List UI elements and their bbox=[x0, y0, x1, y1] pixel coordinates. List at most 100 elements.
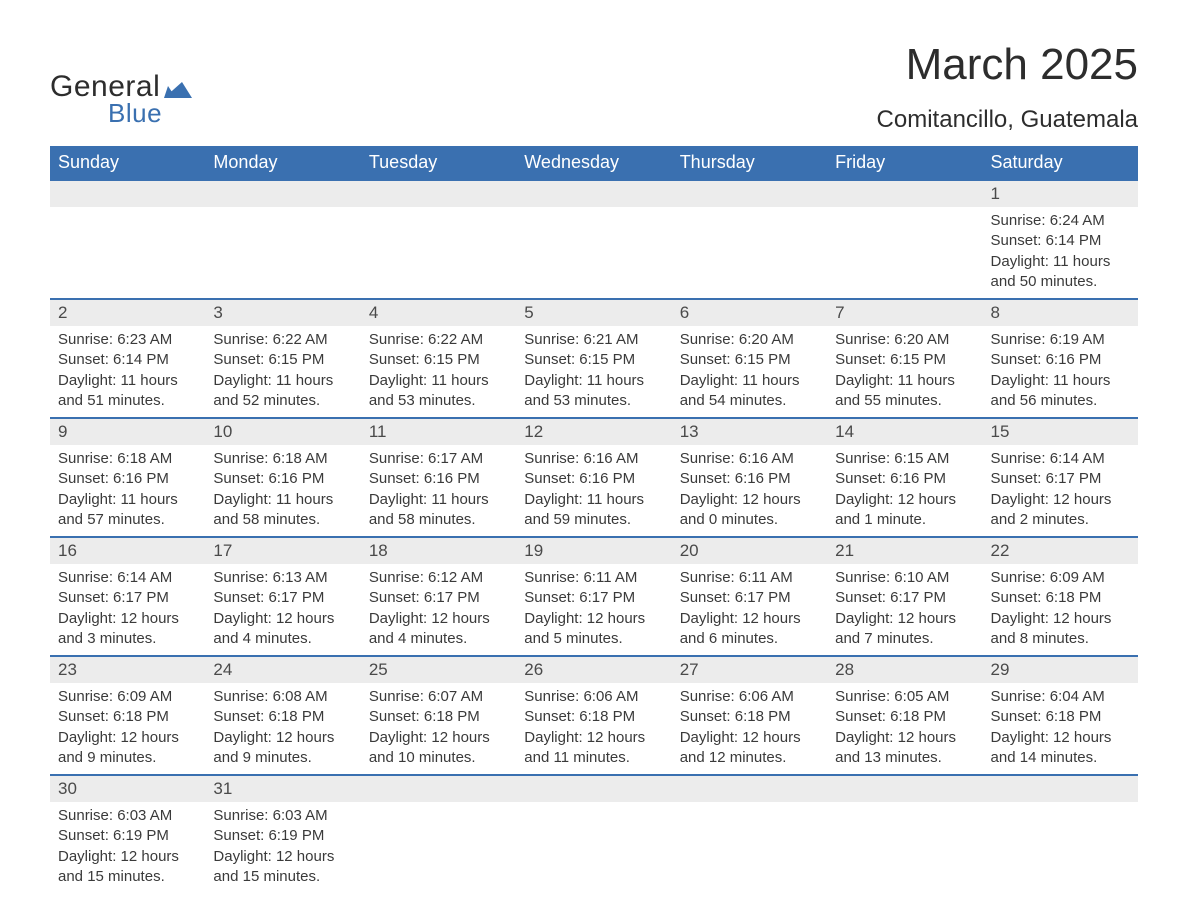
sunset-text: Sunset: 6:18 PM bbox=[58, 707, 197, 727]
daylight-text: Daylight: 12 hours and 14 minutes. bbox=[991, 728, 1130, 769]
sunset-text: Sunset: 6:19 PM bbox=[58, 826, 197, 846]
day-detail-cell: Sunrise: 6:21 AMSunset: 6:15 PMDaylight:… bbox=[516, 326, 671, 418]
day-number-cell: 18 bbox=[361, 537, 516, 564]
sunset-text: Sunset: 6:16 PM bbox=[213, 469, 352, 489]
sunrise-text: Sunrise: 6:09 AM bbox=[58, 687, 197, 707]
day-number-cell: 17 bbox=[205, 537, 360, 564]
sunrise-text: Sunrise: 6:18 AM bbox=[58, 449, 197, 469]
sunrise-text: Sunrise: 6:20 AM bbox=[680, 330, 819, 350]
day-number-cell: 29 bbox=[983, 656, 1138, 683]
day-number-row: 2345678 bbox=[50, 299, 1138, 326]
day-detail-cell bbox=[516, 207, 671, 299]
daylight-text: Daylight: 11 hours and 59 minutes. bbox=[524, 490, 663, 531]
day-number-cell: 27 bbox=[672, 656, 827, 683]
day-number-cell: 19 bbox=[516, 537, 671, 564]
day-detail-cell: Sunrise: 6:14 AMSunset: 6:17 PMDaylight:… bbox=[983, 445, 1138, 537]
sunset-text: Sunset: 6:18 PM bbox=[991, 707, 1130, 727]
day-number-cell: 10 bbox=[205, 418, 360, 445]
sunrise-text: Sunrise: 6:08 AM bbox=[213, 687, 352, 707]
day-number-cell bbox=[516, 180, 671, 207]
day-detail-row: Sunrise: 6:24 AMSunset: 6:14 PMDaylight:… bbox=[50, 207, 1138, 299]
day-number-row: 9101112131415 bbox=[50, 418, 1138, 445]
daylight-text: Daylight: 12 hours and 7 minutes. bbox=[835, 609, 974, 650]
sunrise-text: Sunrise: 6:21 AM bbox=[524, 330, 663, 350]
sunset-text: Sunset: 6:17 PM bbox=[58, 588, 197, 608]
daylight-text: Daylight: 11 hours and 55 minutes. bbox=[835, 371, 974, 412]
sunrise-text: Sunrise: 6:15 AM bbox=[835, 449, 974, 469]
calendar-header-row: SundayMondayTuesdayWednesdayThursdayFrid… bbox=[50, 146, 1138, 180]
weekday-header: Thursday bbox=[672, 146, 827, 180]
day-detail-cell: Sunrise: 6:11 AMSunset: 6:17 PMDaylight:… bbox=[672, 564, 827, 656]
sunset-text: Sunset: 6:18 PM bbox=[213, 707, 352, 727]
day-detail-cell bbox=[361, 207, 516, 299]
day-number-cell: 23 bbox=[50, 656, 205, 683]
sunrise-text: Sunrise: 6:06 AM bbox=[524, 687, 663, 707]
day-detail-cell: Sunrise: 6:24 AMSunset: 6:14 PMDaylight:… bbox=[983, 207, 1138, 299]
sunset-text: Sunset: 6:17 PM bbox=[369, 588, 508, 608]
sunrise-text: Sunrise: 6:18 AM bbox=[213, 449, 352, 469]
day-detail-cell: Sunrise: 6:13 AMSunset: 6:17 PMDaylight:… bbox=[205, 564, 360, 656]
sunrise-text: Sunrise: 6:23 AM bbox=[58, 330, 197, 350]
daylight-text: Daylight: 12 hours and 15 minutes. bbox=[213, 847, 352, 888]
day-detail-cell: Sunrise: 6:11 AMSunset: 6:17 PMDaylight:… bbox=[516, 564, 671, 656]
day-number-cell bbox=[361, 180, 516, 207]
day-detail-cell: Sunrise: 6:16 AMSunset: 6:16 PMDaylight:… bbox=[672, 445, 827, 537]
sunset-text: Sunset: 6:18 PM bbox=[991, 588, 1130, 608]
day-number-cell: 13 bbox=[672, 418, 827, 445]
daylight-text: Daylight: 11 hours and 58 minutes. bbox=[369, 490, 508, 531]
day-number-cell: 30 bbox=[50, 775, 205, 802]
sunset-text: Sunset: 6:15 PM bbox=[524, 350, 663, 370]
day-number-cell: 9 bbox=[50, 418, 205, 445]
daylight-text: Daylight: 12 hours and 11 minutes. bbox=[524, 728, 663, 769]
day-detail-cell: Sunrise: 6:08 AMSunset: 6:18 PMDaylight:… bbox=[205, 683, 360, 775]
day-detail-cell bbox=[361, 802, 516, 893]
daylight-text: Daylight: 12 hours and 12 minutes. bbox=[680, 728, 819, 769]
day-number-cell: 24 bbox=[205, 656, 360, 683]
day-number-cell: 5 bbox=[516, 299, 671, 326]
sunset-text: Sunset: 6:16 PM bbox=[835, 469, 974, 489]
daylight-text: Daylight: 11 hours and 50 minutes. bbox=[991, 252, 1130, 293]
sunrise-text: Sunrise: 6:03 AM bbox=[58, 806, 197, 826]
day-number-cell: 3 bbox=[205, 299, 360, 326]
logo: General Blue bbox=[50, 40, 192, 129]
day-number-cell: 7 bbox=[827, 299, 982, 326]
day-detail-cell: Sunrise: 6:03 AMSunset: 6:19 PMDaylight:… bbox=[50, 802, 205, 893]
day-number-cell bbox=[672, 180, 827, 207]
day-detail-cell bbox=[827, 802, 982, 893]
day-detail-cell: Sunrise: 6:05 AMSunset: 6:18 PMDaylight:… bbox=[827, 683, 982, 775]
day-number-cell: 6 bbox=[672, 299, 827, 326]
day-number-cell: 11 bbox=[361, 418, 516, 445]
title-block: March 2025 Comitancillo, Guatemala bbox=[877, 40, 1138, 134]
sunset-text: Sunset: 6:16 PM bbox=[991, 350, 1130, 370]
day-detail-cell bbox=[50, 207, 205, 299]
daylight-text: Daylight: 11 hours and 52 minutes. bbox=[213, 371, 352, 412]
weekday-header: Tuesday bbox=[361, 146, 516, 180]
sunrise-text: Sunrise: 6:11 AM bbox=[680, 568, 819, 588]
sunset-text: Sunset: 6:18 PM bbox=[680, 707, 819, 727]
daylight-text: Daylight: 12 hours and 5 minutes. bbox=[524, 609, 663, 650]
sunrise-text: Sunrise: 6:17 AM bbox=[369, 449, 508, 469]
sunrise-text: Sunrise: 6:03 AM bbox=[213, 806, 352, 826]
day-number-cell: 14 bbox=[827, 418, 982, 445]
day-detail-cell bbox=[516, 802, 671, 893]
day-detail-cell: Sunrise: 6:06 AMSunset: 6:18 PMDaylight:… bbox=[672, 683, 827, 775]
sunset-text: Sunset: 6:16 PM bbox=[58, 469, 197, 489]
daylight-text: Daylight: 12 hours and 1 minute. bbox=[835, 490, 974, 531]
day-number-cell bbox=[827, 180, 982, 207]
day-number-cell: 12 bbox=[516, 418, 671, 445]
day-number-row: 1 bbox=[50, 180, 1138, 207]
day-detail-cell: Sunrise: 6:03 AMSunset: 6:19 PMDaylight:… bbox=[205, 802, 360, 893]
sunset-text: Sunset: 6:17 PM bbox=[835, 588, 974, 608]
sunrise-text: Sunrise: 6:05 AM bbox=[835, 687, 974, 707]
sunset-text: Sunset: 6:14 PM bbox=[991, 231, 1130, 251]
day-number-cell: 22 bbox=[983, 537, 1138, 564]
day-number-cell: 20 bbox=[672, 537, 827, 564]
sunset-text: Sunset: 6:15 PM bbox=[835, 350, 974, 370]
day-detail-cell: Sunrise: 6:15 AMSunset: 6:16 PMDaylight:… bbox=[827, 445, 982, 537]
day-number-cell: 16 bbox=[50, 537, 205, 564]
day-detail-cell bbox=[983, 802, 1138, 893]
sunset-text: Sunset: 6:17 PM bbox=[680, 588, 819, 608]
day-detail-cell bbox=[672, 802, 827, 893]
daylight-text: Daylight: 12 hours and 3 minutes. bbox=[58, 609, 197, 650]
sunrise-text: Sunrise: 6:07 AM bbox=[369, 687, 508, 707]
